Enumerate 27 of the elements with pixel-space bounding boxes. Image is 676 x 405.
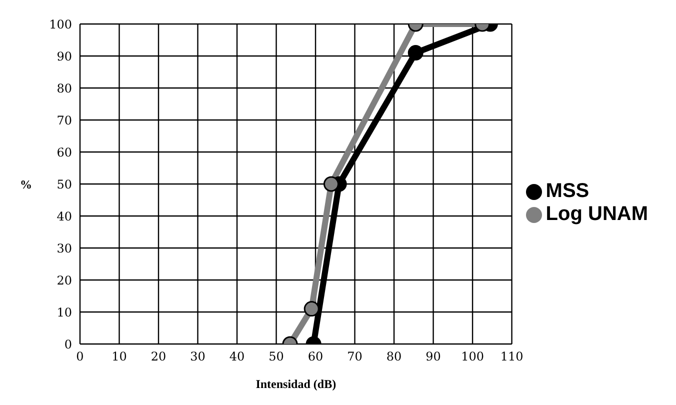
x-tick-label: 110 — [500, 350, 524, 364]
y-tick-label: 100 — [49, 17, 72, 32]
x-tick-label: 90 — [426, 350, 441, 364]
x-tick-label: 60 — [308, 350, 324, 364]
x-tick-label: 10 — [112, 350, 127, 364]
y-tick-label: 90 — [56, 49, 72, 64]
x-tick-label: 0 — [76, 350, 84, 364]
legend-label: MSS — [546, 180, 590, 202]
x-tick-label: 70 — [347, 350, 362, 364]
x-tick-label: 40 — [229, 350, 245, 364]
y-axis-title: % — [20, 177, 32, 192]
x-tick-label: 100 — [461, 350, 484, 364]
legend-label: Log UNAM — [546, 203, 648, 225]
y-tick-label: 10 — [56, 305, 72, 320]
y-tick-label: 70 — [56, 113, 72, 128]
y-tick-label: 40 — [56, 209, 72, 224]
y-tick-label: 60 — [56, 145, 72, 160]
y-tick-label: 0 — [64, 337, 72, 352]
x-tick-label: 30 — [190, 350, 206, 364]
x-tick-label: 50 — [268, 350, 284, 364]
y-tick-label: 80 — [56, 81, 72, 96]
x-axis-title: Intensidad (dB) — [256, 377, 336, 391]
y-tick-label: 30 — [56, 241, 72, 256]
x-tick-label: 80 — [386, 350, 402, 364]
x-tick-label: 20 — [150, 350, 166, 364]
y-tick-label: 50 — [56, 177, 72, 192]
y-tick-label: 20 — [56, 273, 72, 288]
